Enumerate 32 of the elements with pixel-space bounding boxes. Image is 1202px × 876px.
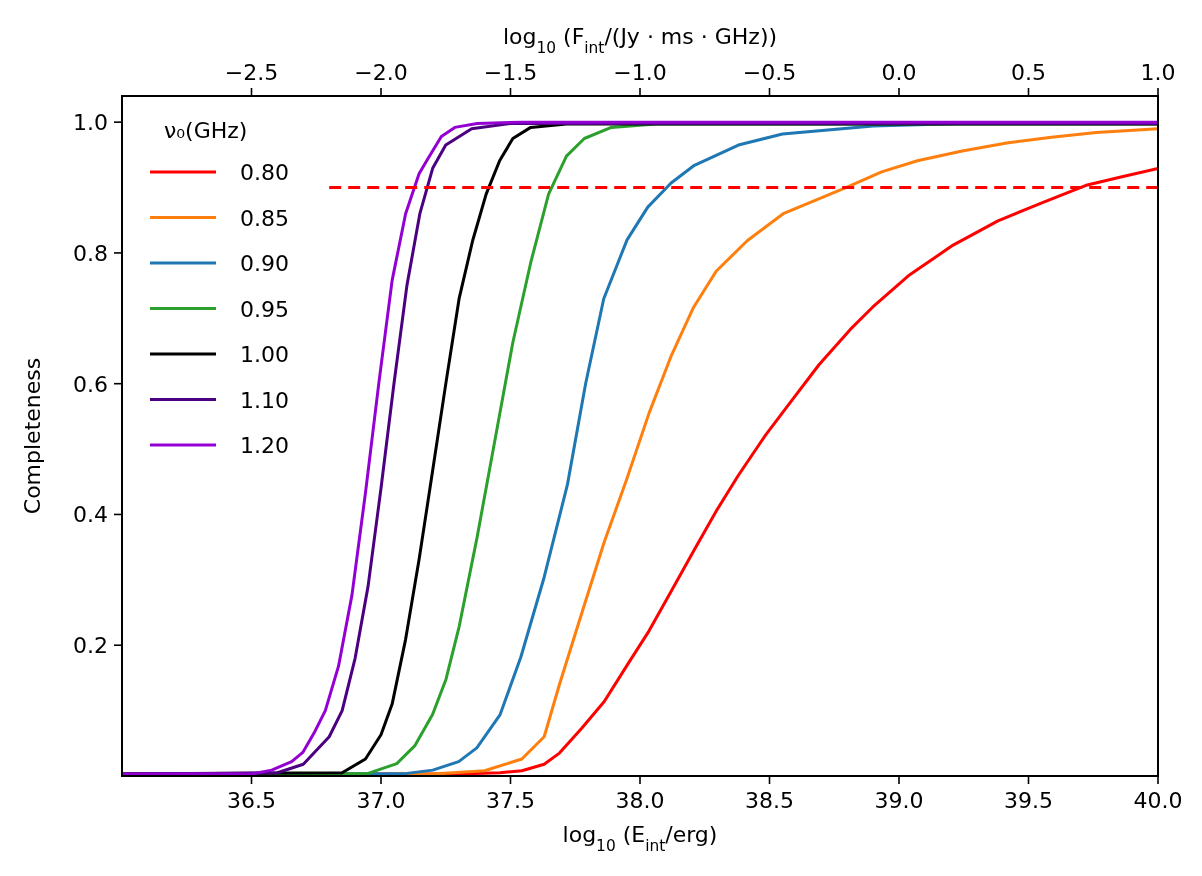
x-tick-label: 39.0 [874,788,924,813]
legend-label: 1.20 [240,433,289,458]
x2-tick-label: 0.5 [1011,60,1046,85]
y-tick-label: 0.4 [73,502,108,528]
x-tick-label: 39.5 [1004,788,1053,813]
legend-title: ν₀(GHz) [164,118,248,143]
x2-tick-label: −2.0 [354,60,408,85]
legend-label: 0.85 [240,205,289,231]
y-tick-label: 1.0 [73,110,108,136]
legend-label: 1.10 [240,387,289,413]
x2-tick-label: −2.5 [224,60,279,85]
legend-label: 1.00 [240,342,289,367]
y-axis-title: Completeness [20,357,45,515]
x2-tick-label: −1.0 [613,60,667,85]
x-tick-label: 38.5 [745,788,794,813]
x2-tick-label: −1.5 [483,60,538,85]
y-tick-label: 0.6 [73,371,108,397]
x2-tick-label: 0.0 [881,60,917,85]
legend-label: 0.95 [240,296,289,322]
x-tick-label: 37.5 [486,788,535,813]
x2-tick-label: −0.5 [742,60,797,85]
legend-label: 0.80 [240,160,289,185]
y-tick-label: 0.2 [73,633,108,659]
x-tick-label: 37.0 [356,788,406,813]
legend-label: 0.90 [240,251,289,276]
x-tick-label: 36.5 [227,788,276,813]
y-tick-label: 0.8 [73,240,108,266]
x-axis-title: log$_{10}$ (E$_{int}$/erg) [562,822,718,855]
x-tick-label: 40.0 [1133,788,1183,813]
x-tick-label: 38.0 [615,788,665,813]
x2-tick-label: 1.0 [1140,60,1176,85]
x2-axis-title: log$_{10}$ (F$_{int}$/(Jy · ms · GHz)) [502,24,778,57]
